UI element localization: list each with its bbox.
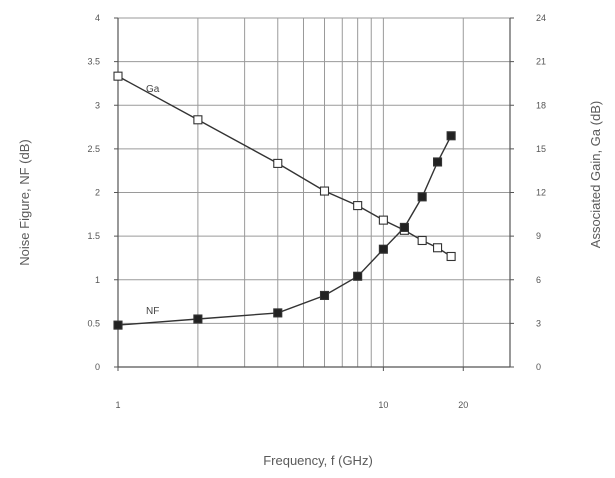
y-right-tick-label: 9 xyxy=(536,231,541,241)
y-left-tick-label: 3.5 xyxy=(87,57,100,67)
y-left-tick-label: 2 xyxy=(95,188,100,198)
y-right-tick-label: 15 xyxy=(536,144,546,154)
series-layer xyxy=(113,71,456,330)
y-left-tick-label: 4 xyxy=(95,13,100,23)
y-left-tick-label: 3 xyxy=(95,100,100,110)
x-tick-label: 10 xyxy=(378,400,388,410)
data-point-ga xyxy=(446,251,456,262)
y-left-tick-label: 1.5 xyxy=(87,231,100,241)
x-tick-label: 20 xyxy=(458,400,468,410)
data-point-nf xyxy=(417,192,427,202)
data-point-ga xyxy=(353,201,363,211)
y-right-tick-label: 3 xyxy=(536,318,541,328)
x-axis-title: Frequency, f (GHz) xyxy=(263,453,373,468)
data-point-nf xyxy=(273,308,283,318)
data-point-ga xyxy=(113,71,123,81)
y-left-axis-title: Noise Figure, NF (dB) xyxy=(17,139,32,265)
data-point-nf xyxy=(433,157,443,167)
y-right-tick-label: 0 xyxy=(536,362,541,372)
y-left-tick-label: 2.5 xyxy=(87,144,100,154)
axis-layer: 0 0.5 1 1.5 2 2.5 3 3.5 4 0 3 6 9 12 15 18 21 24 1 10 20 xyxy=(87,13,546,410)
data-point-nf xyxy=(378,244,388,254)
data-point-nf xyxy=(113,320,123,330)
series-line-nf xyxy=(117,135,452,326)
series-ga xyxy=(113,71,456,262)
data-point-ga xyxy=(433,243,443,253)
y-right-tick-label: 21 xyxy=(536,57,546,67)
data-point-nf xyxy=(193,314,203,324)
y-left-tick-label: 1 xyxy=(95,275,100,285)
y-right-axis-title: Associated Gain, Ga (dB) xyxy=(588,101,603,248)
data-point-ga xyxy=(319,186,330,196)
y-left-tick-label: 0 xyxy=(95,362,100,372)
data-point-ga xyxy=(273,158,283,168)
y-right-tick-label: 18 xyxy=(536,100,546,110)
grid-layer xyxy=(118,17,510,368)
data-point-nf xyxy=(399,222,409,232)
data-point-ga xyxy=(378,215,388,225)
x-tick-label: 1 xyxy=(115,400,120,410)
series-label-ga: Ga xyxy=(146,84,160,95)
y-right-tick-label: 6 xyxy=(536,275,541,285)
y-right-tick-label: 12 xyxy=(536,188,546,198)
data-point-nf xyxy=(353,271,363,281)
label-layer: Frequency, f (GHz) Noise Figure, NF (dB)… xyxy=(17,84,603,468)
data-point-ga xyxy=(193,115,203,125)
data-point-ga xyxy=(417,235,427,246)
series-label-nf: NF xyxy=(146,306,159,317)
series-nf xyxy=(113,131,456,330)
data-point-nf xyxy=(446,131,456,141)
y-left-tick-label: 0.5 xyxy=(87,318,100,328)
series-line-ga xyxy=(117,75,452,258)
y-right-tick-label: 24 xyxy=(536,13,546,23)
data-point-nf xyxy=(319,290,330,301)
